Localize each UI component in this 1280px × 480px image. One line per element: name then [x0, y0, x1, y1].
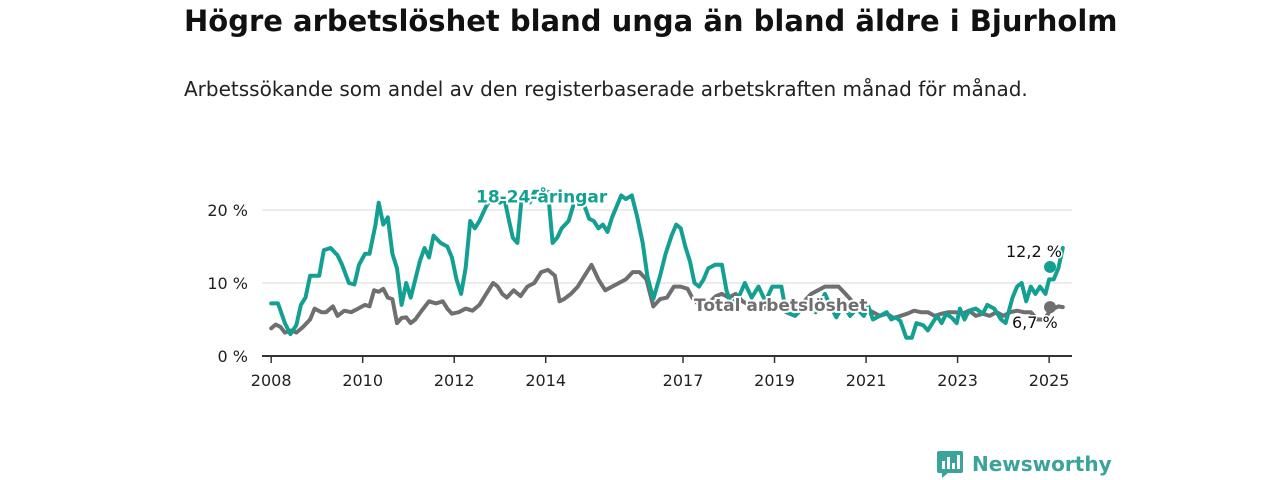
x-tick-label: 2021 — [846, 371, 887, 390]
series-end-dot-total — [1044, 301, 1057, 314]
series-labels: 18-24-åringar Total arbetslöshet 12,2 % 6,7… — [474, 184, 1063, 334]
series-lines — [269, 189, 1065, 340]
x-axis-ticks: 2008 2010 2012 2014 2017 2019 2021 2023 2025 — [251, 356, 1070, 390]
y-tick-label: 20 % — [207, 201, 248, 220]
x-tick-label: 2025 — [1029, 371, 1070, 390]
newsworthy-brand: Newsworthy — [936, 448, 1112, 480]
brand-name: Newsworthy — [972, 452, 1112, 476]
series-name-label: Total arbetslöshet — [694, 296, 868, 316]
x-tick-label: 2023 — [937, 371, 978, 390]
series-line-youth — [269, 189, 1065, 340]
x-tick-label: 2012 — [434, 371, 475, 390]
y-tick-label: 10 % — [207, 274, 248, 293]
end-value-label: 6,7 % — [1012, 313, 1058, 332]
x-tick-label: 2019 — [754, 371, 795, 390]
x-tick-label: 2008 — [251, 371, 292, 390]
end-value-label: 12,2 % — [1006, 242, 1062, 261]
grid-lines — [262, 209, 1072, 357]
x-tick-label: 2014 — [525, 371, 566, 390]
series-end-dot-youth — [1044, 260, 1057, 273]
series-name-label: 18-24-åringar — [476, 186, 608, 208]
newsworthy-logo-icon — [937, 451, 963, 478]
y-axis-ticks: 0 % 10 % 20 % — [207, 201, 248, 366]
page-title: Högre arbetslöshet bland unga än bland ä… — [184, 4, 1118, 38]
x-tick-label: 2010 — [342, 371, 383, 390]
page-subtitle: Arbetssökande som andel av den registerb… — [184, 77, 1028, 101]
x-tick-label: 2017 — [663, 371, 704, 390]
y-tick-label: 0 % — [218, 347, 248, 366]
line-chart: 0 % 10 % 20 % 2008 2010 2012 2014 2017 2019 2021… — [207, 184, 1072, 390]
